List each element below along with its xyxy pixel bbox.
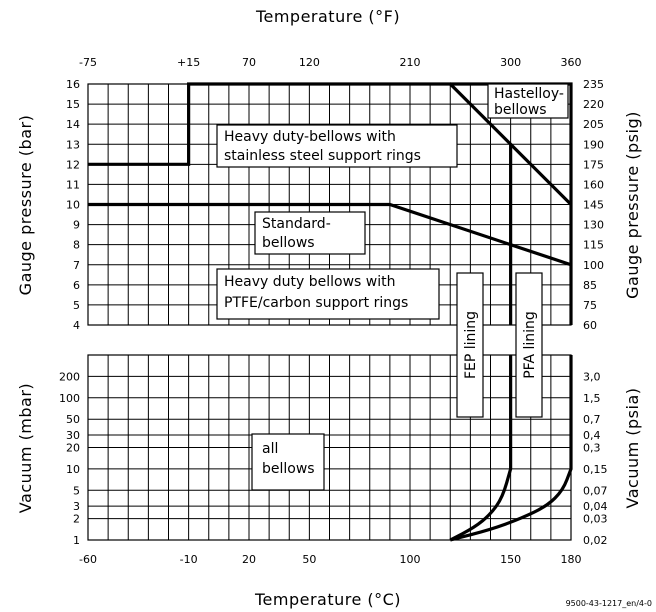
lining-label-text: FEP lining <box>463 311 479 379</box>
region-labels: Hastelloy-bellows Heavy duty-bellows with… <box>216 83 569 491</box>
pfa-lining-curve <box>449 355 573 542</box>
celsius-tick-label: 180 <box>561 553 582 566</box>
bar-tick-label: 7 <box>73 259 80 272</box>
region-label-text: Hastelloy- <box>494 86 564 102</box>
region-label-box <box>216 124 458 168</box>
fahrenheit-tick-label: 300 <box>500 56 521 69</box>
region-label-text: Standard- <box>262 216 331 232</box>
bar-tick-label: 16 <box>66 78 80 91</box>
celsius-tick-label: -60 <box>79 553 97 566</box>
celsius-tick-label: 50 <box>302 553 316 566</box>
bar-tick-label: 11 <box>66 178 80 191</box>
bar-tick-label: 14 <box>66 118 80 131</box>
curves <box>88 82 573 542</box>
fahrenheit-tick-label: 210 <box>400 56 421 69</box>
psig-tick-label: 85 <box>583 279 597 292</box>
lining-label-box <box>456 272 484 418</box>
bar-tick-label: 9 <box>73 219 80 232</box>
psig-tick-label: 175 <box>583 158 604 171</box>
psig-tick-label: 205 <box>583 118 604 131</box>
bar-tick-label: 8 <box>73 239 80 252</box>
celsius-tick-label: 150 <box>500 553 521 566</box>
region-label-text: bellows <box>262 461 315 477</box>
figure-code: 9500-43-1217_en/4-0 <box>566 599 652 608</box>
psia-tick-label: 0,02 <box>583 534 608 547</box>
psia-tick-label: 0,3 <box>583 442 601 455</box>
bar-tick-label: 4 <box>73 319 80 332</box>
mbar-tick-label: 1 <box>73 534 80 547</box>
bar-tick-label: 13 <box>66 138 80 151</box>
psia-tick-label: 0,4 <box>583 429 601 442</box>
psia-tick-label: 0,03 <box>583 513 608 526</box>
region-label-text: Heavy duty-bellows with <box>224 129 396 145</box>
region-label-box <box>254 211 366 255</box>
psig-tick-label: 130 <box>583 219 604 232</box>
psig-tick-label: 60 <box>583 319 597 332</box>
mbar-tick-label: 3 <box>73 500 80 513</box>
fahrenheit-tick-label: +15 <box>177 56 200 69</box>
psig-tick-label: 145 <box>583 199 604 212</box>
left-top-axis-title: Gauge pressure (bar) <box>16 115 35 296</box>
psig-tick-label: 115 <box>583 239 604 252</box>
bar-tick-label: 5 <box>73 299 80 312</box>
fahrenheit-tick-label: 360 <box>561 56 582 69</box>
psia-tick-label: 0,07 <box>583 484 608 497</box>
mbar-tick-label: 20 <box>66 442 80 455</box>
region-label-box <box>487 83 569 119</box>
bar-tick-label: 10 <box>66 199 80 212</box>
right-bottom-axis-title: Vacuum (psia) <box>623 388 642 509</box>
psig-tick-label: 235 <box>583 78 604 91</box>
bar-tick-label: 6 <box>73 279 80 292</box>
mbar-tick-label: 5 <box>73 484 80 497</box>
region-label-text: all <box>262 441 278 457</box>
right-top-axis-title: Gauge pressure (psig) <box>623 111 642 299</box>
region-label-text: bellows <box>262 235 315 251</box>
mbar-tick-label: 30 <box>66 429 80 442</box>
psia-tick-label: 1,5 <box>583 392 601 405</box>
top-axis-title: Temperature (°F) <box>255 7 400 26</box>
bar-tick-label: 15 <box>66 98 80 111</box>
region-label-text: bellows <box>494 102 547 118</box>
fahrenheit-tick-label: -75 <box>79 56 97 69</box>
psig-tick-label: 100 <box>583 259 604 272</box>
psig-tick-label: 220 <box>583 98 604 111</box>
lining-label-text: PFA lining <box>522 311 538 379</box>
mbar-tick-label: 200 <box>59 370 80 383</box>
mbar-tick-label: 10 <box>66 463 80 476</box>
fahrenheit-tick-label: 120 <box>299 56 320 69</box>
mbar-tick-label: 50 <box>66 413 80 426</box>
region-label-text: PTFE/carbon support rings <box>224 295 408 311</box>
left-bottom-axis-title: Vacuum (mbar) <box>16 383 35 513</box>
psig-tick-label: 190 <box>583 138 604 151</box>
mbar-tick-label: 100 <box>59 392 80 405</box>
region-label-box <box>251 433 325 491</box>
lining-label-box <box>515 272 543 418</box>
fep-lining-curve <box>449 355 513 542</box>
celsius-tick-label: -10 <box>180 553 198 566</box>
psig-tick-label: 75 <box>583 299 597 312</box>
psia-tick-label: 0,7 <box>583 413 601 426</box>
psig-tick-label: 160 <box>583 178 604 191</box>
region-label-box <box>216 268 440 320</box>
celsius-tick-label: 20 <box>242 553 256 566</box>
region-label-text: stainless steel support rings <box>224 148 421 164</box>
psia-tick-label: 0,04 <box>583 500 608 513</box>
bar-tick-label: 12 <box>66 158 80 171</box>
psia-tick-label: 0,15 <box>583 463 608 476</box>
fahrenheit-tick-label: 70 <box>242 56 256 69</box>
mbar-tick-label: 2 <box>73 513 80 526</box>
psia-tick-label: 3,0 <box>583 370 601 383</box>
heavy-duty-bellows-with-stainless-steel-support-rings-curve <box>88 82 573 206</box>
region-label-text: Heavy duty bellows with <box>224 274 395 290</box>
bottom-axis-title: Temperature (°C) <box>254 590 401 609</box>
celsius-tick-label: 100 <box>400 553 421 566</box>
tick-labels: 1615141312111098765423522020519017516014… <box>59 56 608 566</box>
